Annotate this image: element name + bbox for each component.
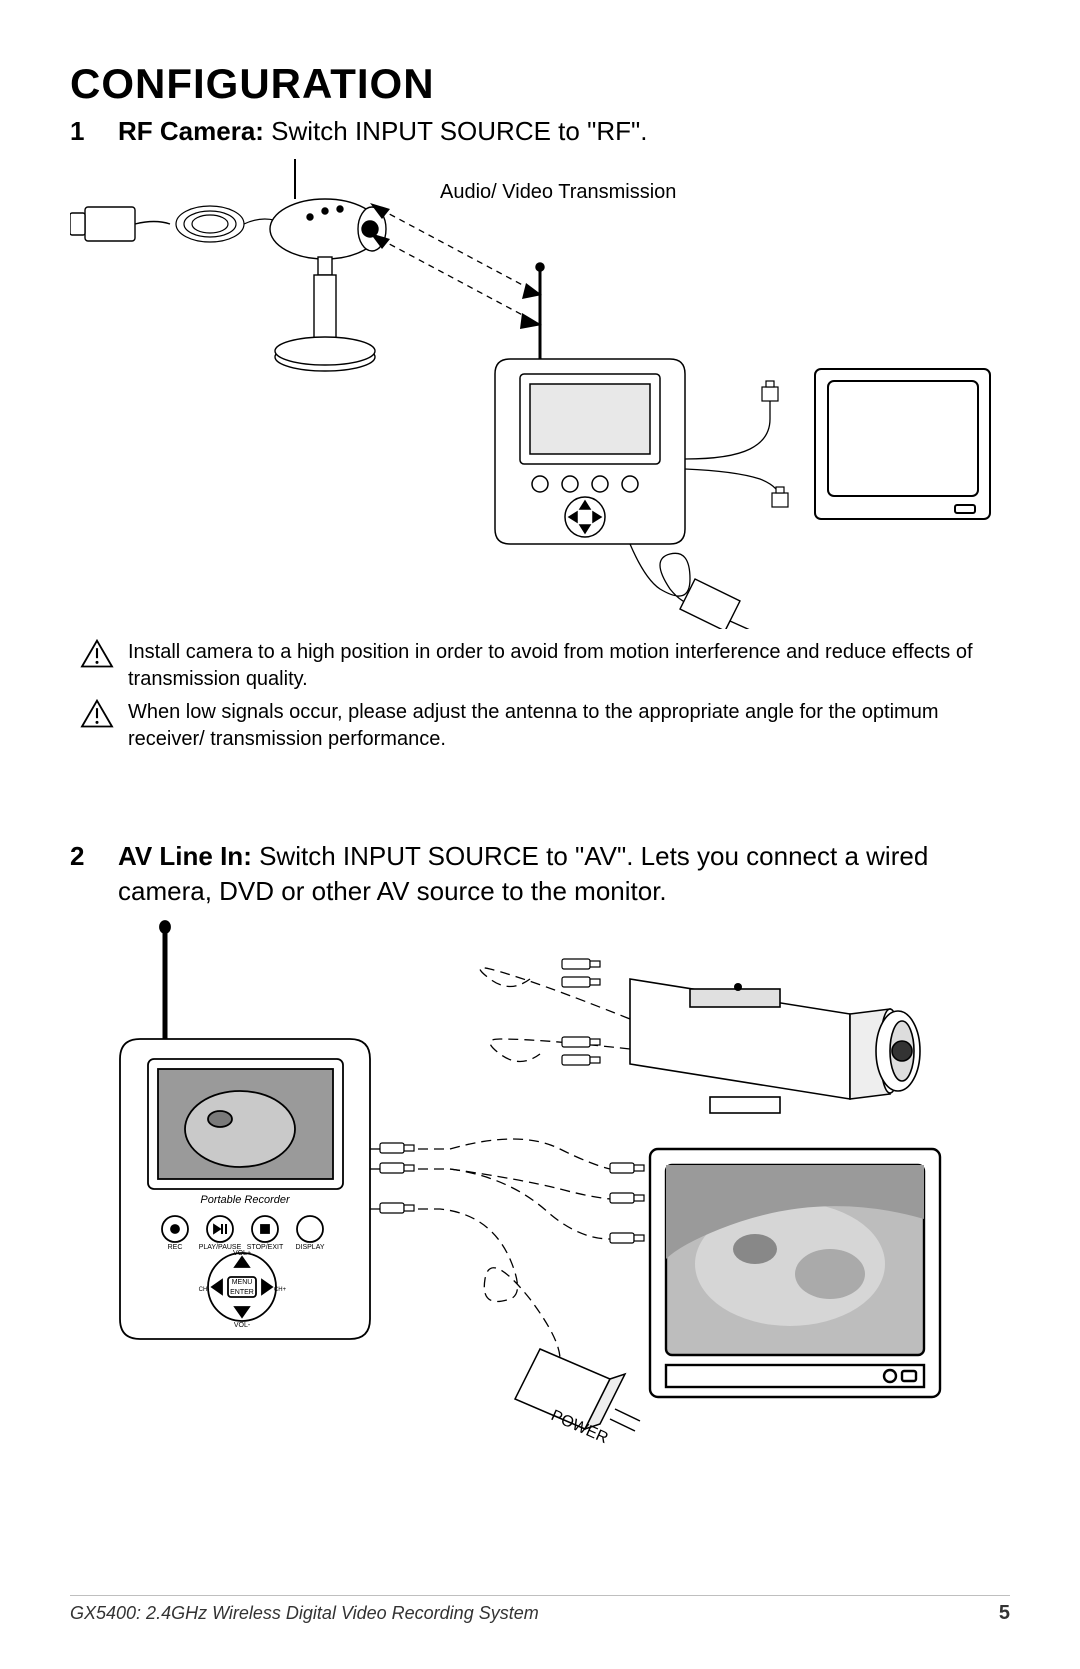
btn-volup-svg: VOL+ [233, 1250, 251, 1257]
diagram-rf: Audio/ Video Transmission [70, 159, 1010, 629]
page-footer: GX5400: 2.4GHz Wireless Digital Video Re… [70, 1595, 1010, 1625]
step-2-number: 2 [70, 839, 90, 874]
step-1-strong: RF Camera: [118, 116, 264, 146]
svg-text:✱: ✱ [305, 1222, 315, 1236]
footer-text: GX5400: 2.4GHz Wireless Digital Video Re… [70, 1603, 539, 1624]
warning-2-text: When low signals occur, please adjust th… [128, 699, 1010, 753]
btn-chup-svg: CH+ [274, 1287, 287, 1293]
footer-page-number: 5 [999, 1602, 1010, 1625]
step-1: 1 RF Camera: Switch INPUT SOURCE to "RF"… [70, 114, 1010, 149]
diagram-av: Portable Recorder ✱ [70, 919, 1010, 1449]
step-1-number: 1 [70, 114, 90, 149]
btn-stop-svg: STOP/EXIT [247, 1244, 284, 1251]
av-transmission-label: Audio/ Video Transmission [440, 181, 676, 204]
step-1-text: RF Camera: Switch INPUT SOURCE to "RF". [118, 114, 1010, 149]
btn-disp-svg: DISPLAY [295, 1244, 324, 1251]
step-2-text: AV Line In: Switch INPUT SOURCE to "AV".… [118, 839, 1010, 909]
recorder-label-svg: Portable Recorder [200, 1194, 291, 1206]
step-2: 2 AV Line In: Switch INPUT SOURCE to "AV… [70, 839, 1010, 909]
page-title: CONFIGURATION [70, 60, 1010, 108]
warning-1-text: Install camera to a high position in ord… [128, 639, 1010, 693]
rf-diagram-svg [70, 159, 1010, 629]
btn-rec-svg: REC [168, 1244, 183, 1251]
btn-enter-svg: ENTER [230, 1289, 254, 1296]
step-2-strong: AV Line In: [118, 841, 252, 871]
step-1-rest: Switch INPUT SOURCE to "RF". [264, 116, 648, 146]
btn-voldn-svg: VOL- [234, 1322, 251, 1329]
av-diagram-svg: Portable Recorder ✱ [70, 919, 1010, 1449]
document-page: CONFIGURATION 1 RF Camera: Switch INPUT … [0, 0, 1080, 1669]
warning-1: Install camera to a high position in ord… [80, 639, 1010, 693]
warning-icon [80, 699, 114, 729]
btn-menu-svg: MENU [232, 1279, 253, 1286]
btn-chdn-svg: CH- [199, 1287, 210, 1293]
warning-icon [80, 639, 114, 669]
warning-2: When low signals occur, please adjust th… [80, 699, 1010, 753]
